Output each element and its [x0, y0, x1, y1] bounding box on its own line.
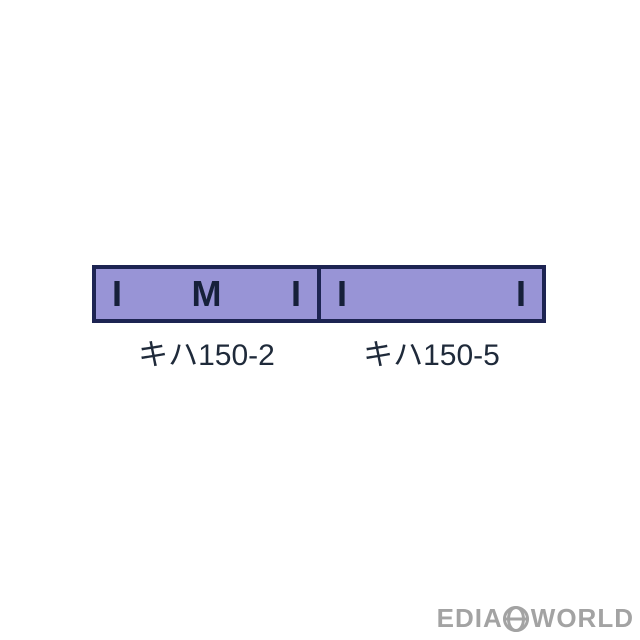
- globe-icon: [503, 606, 529, 632]
- car-1-mark-2: I: [291, 276, 301, 312]
- car-1-label: キハ150-2: [92, 330, 321, 374]
- car-2-mark-2: I: [516, 276, 526, 312]
- car-2-mark-0: I: [337, 276, 347, 312]
- car-1-mark-0: I: [112, 276, 122, 312]
- watermark-text-right: WORLD: [531, 603, 634, 634]
- train-formation: IMII I: [92, 265, 546, 323]
- car-2-mark-1: [426, 276, 436, 312]
- car-1: IMI: [92, 265, 321, 323]
- car-2-label: キハ150-5: [317, 330, 546, 374]
- car-1-mark-1: M: [192, 276, 222, 312]
- canvas: IMII I キハ150-2キハ150-5 EDIA WORLD: [0, 0, 640, 640]
- car-2: I I: [317, 265, 546, 323]
- watermark-text-left: EDIA: [437, 603, 503, 634]
- watermark: EDIA WORLD: [437, 603, 634, 634]
